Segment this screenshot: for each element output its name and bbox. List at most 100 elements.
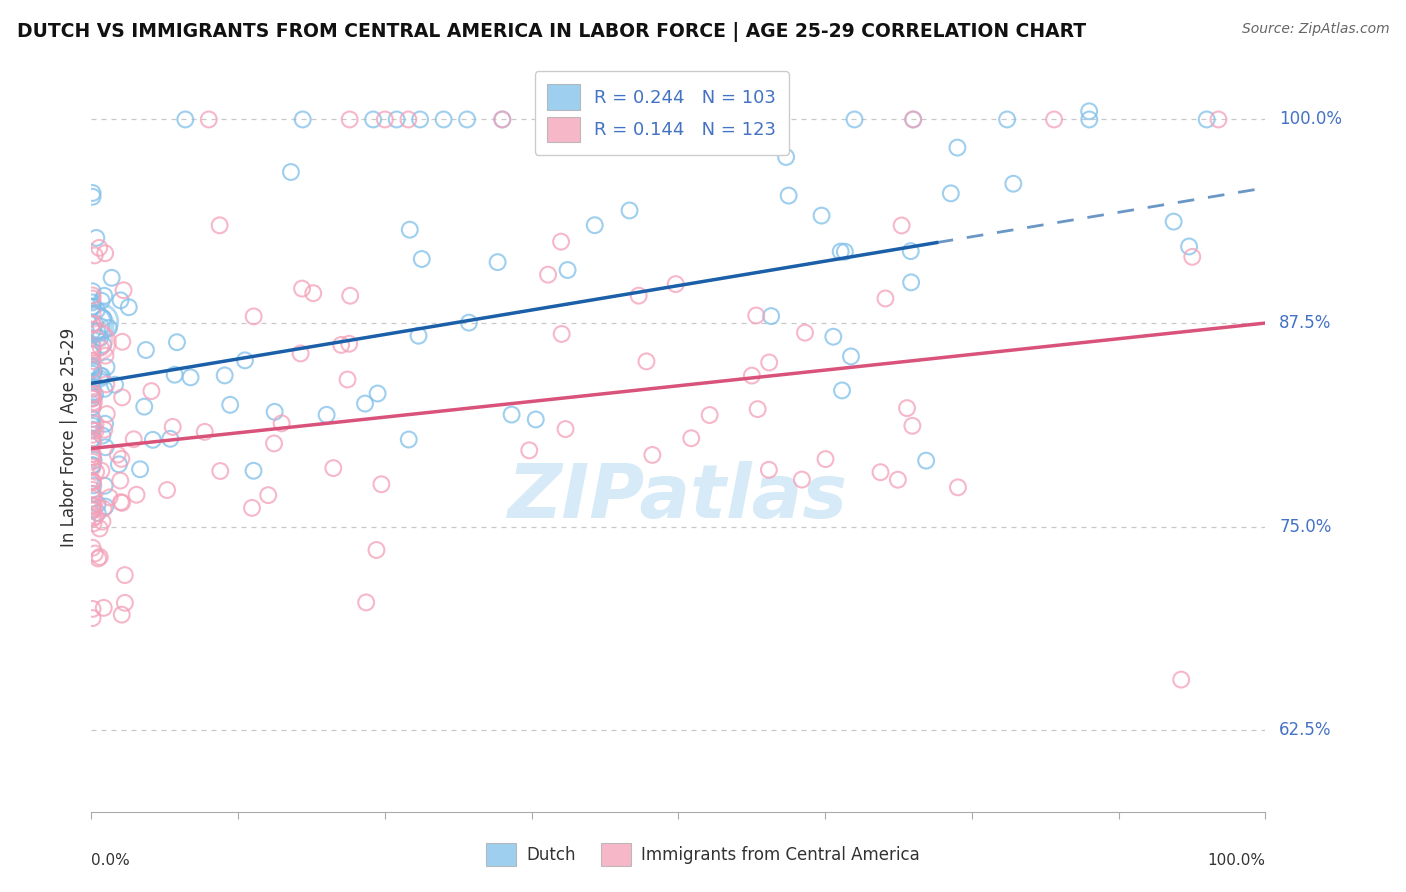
Point xyxy=(82,367,104,381)
Point xyxy=(163,368,186,382)
Point xyxy=(367,386,389,401)
Point xyxy=(82,317,104,331)
Point xyxy=(114,596,136,610)
Point xyxy=(408,328,430,343)
Point xyxy=(166,335,188,350)
Point xyxy=(636,354,658,368)
Point xyxy=(946,140,969,154)
Point xyxy=(82,400,104,414)
Point xyxy=(315,408,337,422)
Point xyxy=(82,478,104,492)
Point xyxy=(339,112,361,127)
Point xyxy=(1208,112,1230,127)
Point xyxy=(741,368,763,383)
Point xyxy=(354,396,377,410)
Point xyxy=(82,391,104,405)
Point xyxy=(814,452,837,467)
Point xyxy=(82,359,104,374)
Point xyxy=(94,349,117,363)
Point xyxy=(86,497,108,511)
Point xyxy=(83,547,105,561)
Point xyxy=(219,398,242,412)
Point xyxy=(491,112,513,127)
Point xyxy=(84,387,107,401)
Point xyxy=(82,434,104,449)
Text: 0.0%: 0.0% xyxy=(91,853,131,868)
Point xyxy=(82,360,104,375)
Legend: Dutch, Immigrants from Central America: Dutch, Immigrants from Central America xyxy=(478,835,928,875)
Point xyxy=(583,218,606,232)
Point xyxy=(84,316,107,330)
Point xyxy=(112,283,135,297)
Point xyxy=(110,451,132,466)
Point xyxy=(83,316,105,330)
Point xyxy=(83,516,105,531)
Point xyxy=(86,303,108,318)
Point xyxy=(1178,239,1201,253)
Point xyxy=(94,246,117,260)
Point xyxy=(82,455,104,469)
Point xyxy=(89,241,111,255)
Point xyxy=(82,363,104,377)
Point xyxy=(550,326,572,341)
Point xyxy=(1195,112,1218,127)
Point xyxy=(82,511,104,525)
Text: 87.5%: 87.5% xyxy=(1279,314,1331,332)
Point xyxy=(82,324,104,338)
Point xyxy=(713,104,735,119)
Point xyxy=(810,209,832,223)
Point xyxy=(159,432,181,446)
Point xyxy=(82,433,104,447)
Point xyxy=(208,219,231,233)
Point xyxy=(82,611,104,625)
Point xyxy=(834,244,856,259)
Point xyxy=(84,231,107,245)
Point xyxy=(747,402,769,417)
Point xyxy=(524,412,547,426)
Point xyxy=(778,188,800,202)
Point xyxy=(174,112,197,127)
Point xyxy=(82,475,104,490)
Point xyxy=(398,223,420,237)
Point xyxy=(550,235,572,249)
Point xyxy=(209,464,232,478)
Point xyxy=(82,458,104,473)
Point xyxy=(110,293,132,308)
Point xyxy=(366,543,388,558)
Point xyxy=(82,285,104,299)
Point xyxy=(125,488,148,502)
Point xyxy=(84,417,107,431)
Point xyxy=(93,423,115,437)
Point xyxy=(374,112,396,127)
Point xyxy=(1181,250,1204,264)
Point xyxy=(96,407,118,421)
Point xyxy=(90,341,112,355)
Point xyxy=(290,346,312,360)
Point xyxy=(135,343,157,357)
Point xyxy=(82,347,104,361)
Point xyxy=(665,277,688,291)
Point xyxy=(90,464,112,478)
Point xyxy=(122,432,145,446)
Point xyxy=(86,332,108,346)
Point xyxy=(82,392,104,406)
Point xyxy=(82,602,104,616)
Point xyxy=(619,203,641,218)
Point xyxy=(915,453,938,467)
Point xyxy=(82,424,104,438)
Point xyxy=(82,499,104,513)
Point xyxy=(361,112,384,127)
Point xyxy=(104,377,127,392)
Point xyxy=(82,436,104,450)
Point xyxy=(82,307,104,321)
Point xyxy=(844,112,866,127)
Point xyxy=(82,338,104,352)
Point xyxy=(398,433,420,447)
Point xyxy=(93,289,115,303)
Point xyxy=(409,112,432,127)
Point xyxy=(82,317,104,331)
Point xyxy=(82,486,104,500)
Point xyxy=(91,338,114,352)
Point xyxy=(1163,214,1185,228)
Point xyxy=(1078,112,1101,127)
